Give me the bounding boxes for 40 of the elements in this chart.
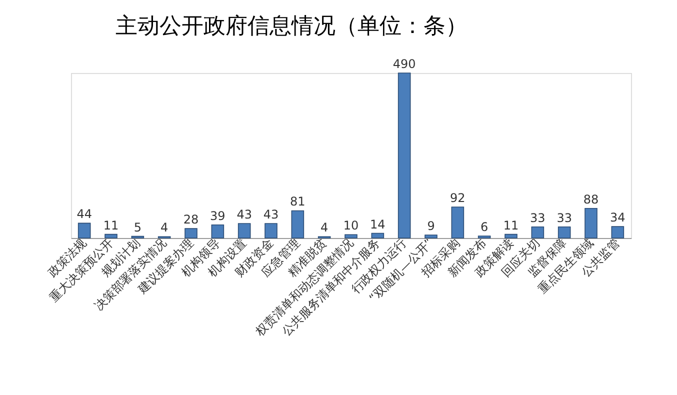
data-label: 34 [610,210,626,225]
data-label: 11 [103,218,119,232]
bar [558,226,571,238]
data-label: 11 [503,218,519,232]
bar [611,226,624,238]
data-label: 39 [210,208,226,223]
data-label: 44 [76,207,92,222]
bar [424,234,438,238]
data-label: 81 [290,194,306,209]
data-label: 9 [427,218,435,233]
data-label: 43 [236,208,252,222]
bar [238,223,251,238]
data-label: 28 [183,212,199,227]
bar [451,206,464,238]
data-label: 14 [370,217,386,232]
data-label: 490 [392,57,416,71]
bar [504,234,518,238]
bar [104,234,118,238]
bar [211,224,224,238]
bar [478,236,491,238]
bar [344,234,358,238]
data-label: 6 [480,220,488,234]
data-label: 4 [320,220,328,235]
bar [291,210,304,238]
bar [184,228,198,238]
data-label: 10 [343,218,359,233]
data-label: 43 [263,208,279,222]
data-label: 88 [583,192,599,206]
chart-title: 主动公开政府信息情况（单位：条） [116,14,468,39]
bar [78,222,91,238]
data-label: 5 [134,220,142,234]
data-label: 33 [530,210,546,225]
bar [371,232,384,238]
bar [531,226,544,238]
bar [584,208,598,238]
bar [398,72,411,238]
bar [264,223,278,238]
data-label: 4 [160,220,168,235]
data-label: 92 [450,191,466,206]
data-label: 33 [556,210,572,225]
